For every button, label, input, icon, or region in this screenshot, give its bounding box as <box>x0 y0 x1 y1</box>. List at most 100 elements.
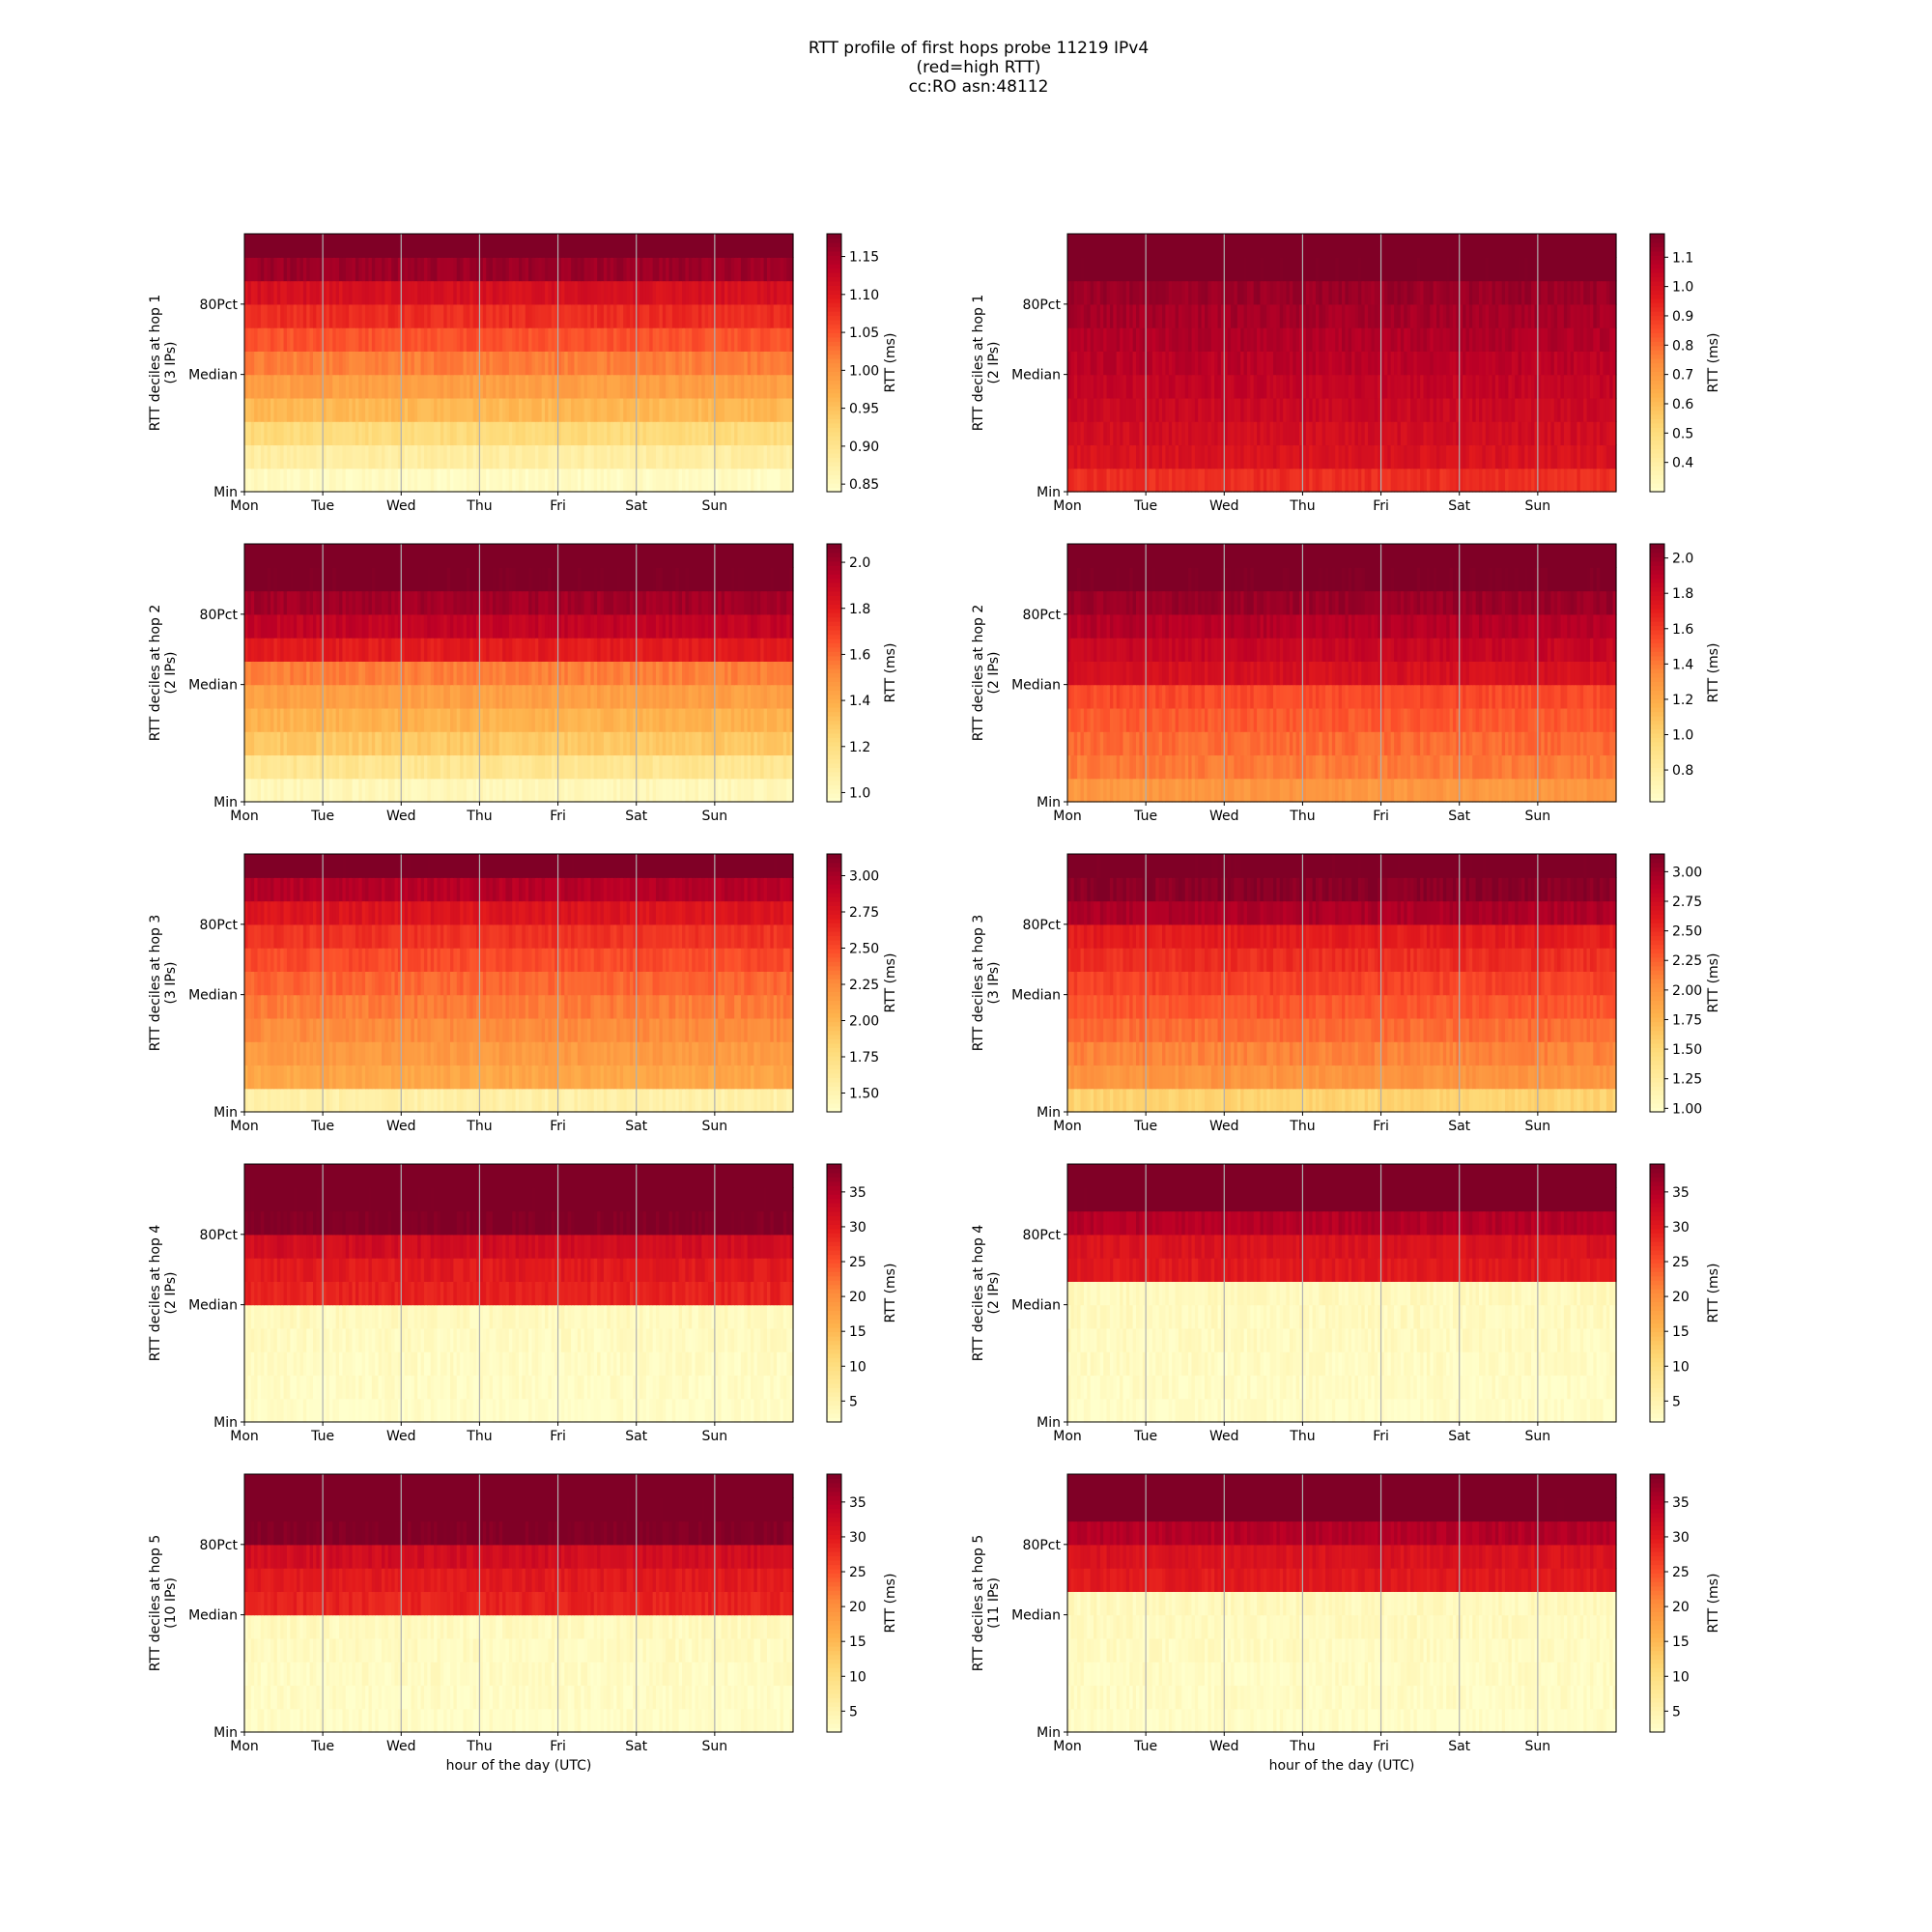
heatmap-cell <box>434 374 439 399</box>
heatmap-cell <box>1289 374 1293 399</box>
heatmap-cell <box>476 351 481 376</box>
heatmap-cell <box>1321 468 1326 493</box>
heatmap-cell <box>378 444 383 469</box>
heatmap-cell <box>590 421 595 446</box>
heatmap-cell <box>512 351 517 376</box>
heatmap-cell <box>375 351 380 376</box>
colorbar-segment <box>827 285 841 291</box>
colorbar-segment <box>827 413 841 419</box>
heatmap-cell <box>498 684 503 709</box>
heatmap-cell <box>545 397 550 422</box>
heatmap-cell <box>697 444 702 469</box>
heatmap-cell <box>423 397 428 422</box>
heatmap-cell <box>577 444 582 469</box>
heatmap-cell <box>515 468 520 493</box>
colorbar-segment <box>827 280 841 286</box>
heatmap-cell <box>417 351 422 376</box>
heatmap-cell <box>701 444 706 469</box>
xtick-label: Tue <box>1133 498 1157 514</box>
colorbar-segment <box>827 341 841 347</box>
colorbar-segment <box>1650 448 1664 454</box>
heatmap-cell <box>319 374 324 399</box>
heatmap-cell <box>531 444 536 469</box>
heatmap-cell <box>1563 421 1568 446</box>
heatmap-cell <box>583 397 588 422</box>
heatmap-cell <box>280 374 285 399</box>
heatmap-cell <box>505 421 510 446</box>
heatmap-cell <box>734 374 739 399</box>
colorbar-segment <box>827 371 841 377</box>
heatmap-cell <box>645 374 650 399</box>
heatmap-cell <box>397 327 402 352</box>
heatmap-cell <box>512 468 517 493</box>
heatmap-cell <box>446 351 451 376</box>
heatmap-cell <box>345 397 350 422</box>
heatmap-cell <box>489 351 494 376</box>
heatmap-cell <box>534 468 539 493</box>
heatmap-cell <box>1083 280 1088 305</box>
heatmap-cell <box>753 351 758 376</box>
heatmap-cell <box>378 374 383 399</box>
heatmap-cell <box>636 421 640 446</box>
heatmap-cell <box>697 397 702 422</box>
heatmap-cell <box>747 397 752 422</box>
heatmap-cell <box>600 374 605 399</box>
panel-1-cells <box>244 234 794 493</box>
heatmap-cell <box>355 374 359 399</box>
heatmap-cell <box>740 661 745 686</box>
colorbar-segment <box>1650 440 1664 445</box>
heatmap-cell <box>711 421 716 446</box>
heatmap-cell <box>293 468 298 493</box>
heatmap-cell <box>391 327 396 352</box>
colorbar-segment <box>827 431 841 437</box>
heatmap-cell <box>361 754 366 780</box>
heatmap-cell <box>760 444 765 469</box>
heatmap-cell <box>564 468 569 493</box>
heatmap-cell <box>293 661 298 686</box>
heatmap-cell <box>293 351 298 376</box>
heatmap-cell <box>368 468 373 493</box>
heatmap-cell <box>260 468 265 493</box>
heatmap-cell <box>280 327 285 352</box>
heatmap-cell <box>476 397 481 422</box>
heatmap-cell <box>326 444 330 469</box>
heatmap-cell <box>260 444 265 469</box>
heatmap-cell <box>387 327 392 352</box>
heatmap-cell <box>1184 397 1189 422</box>
xtick-label: Thu <box>466 498 492 514</box>
heatmap-cell <box>489 468 494 493</box>
heatmap-cell <box>671 444 676 469</box>
heatmap-cell <box>463 421 468 446</box>
heatmap-cell <box>1357 444 1362 469</box>
heatmap-cell <box>633 397 638 422</box>
heatmap-cell <box>773 444 778 469</box>
heatmap-cell <box>763 421 768 446</box>
colorbar-segment <box>1650 401 1664 407</box>
heatmap-cell <box>740 234 745 258</box>
heatmap-cell <box>404 327 409 352</box>
heatmap-cell <box>773 754 778 780</box>
heatmap-cell <box>492 374 497 399</box>
heatmap-cell <box>260 731 265 756</box>
heatmap-cell <box>766 374 771 399</box>
heatmap-cell <box>587 468 591 493</box>
heatmap-cell <box>443 421 448 446</box>
heatmap-cell <box>701 351 706 376</box>
heatmap-cell <box>1116 397 1121 422</box>
heatmap-cell <box>519 397 523 422</box>
heatmap-cell <box>387 421 392 446</box>
colorbar-segment <box>1650 413 1664 419</box>
heatmap-cell <box>339 421 344 446</box>
heatmap-cell <box>697 374 702 399</box>
heatmap-cell <box>613 374 618 399</box>
heatmap-cell <box>328 684 333 709</box>
heatmap-cell <box>498 468 503 493</box>
heatmap-cell <box>361 731 366 756</box>
heatmap-cell <box>293 778 298 803</box>
heatmap-cell <box>264 468 269 493</box>
heatmap-cell <box>247 351 252 376</box>
xtick-label: Fri <box>1373 498 1389 514</box>
heatmap-cell <box>290 421 295 446</box>
colorbar-segment <box>1650 406 1664 412</box>
colorbar-tick-label: 0.9 <box>1672 309 1693 325</box>
